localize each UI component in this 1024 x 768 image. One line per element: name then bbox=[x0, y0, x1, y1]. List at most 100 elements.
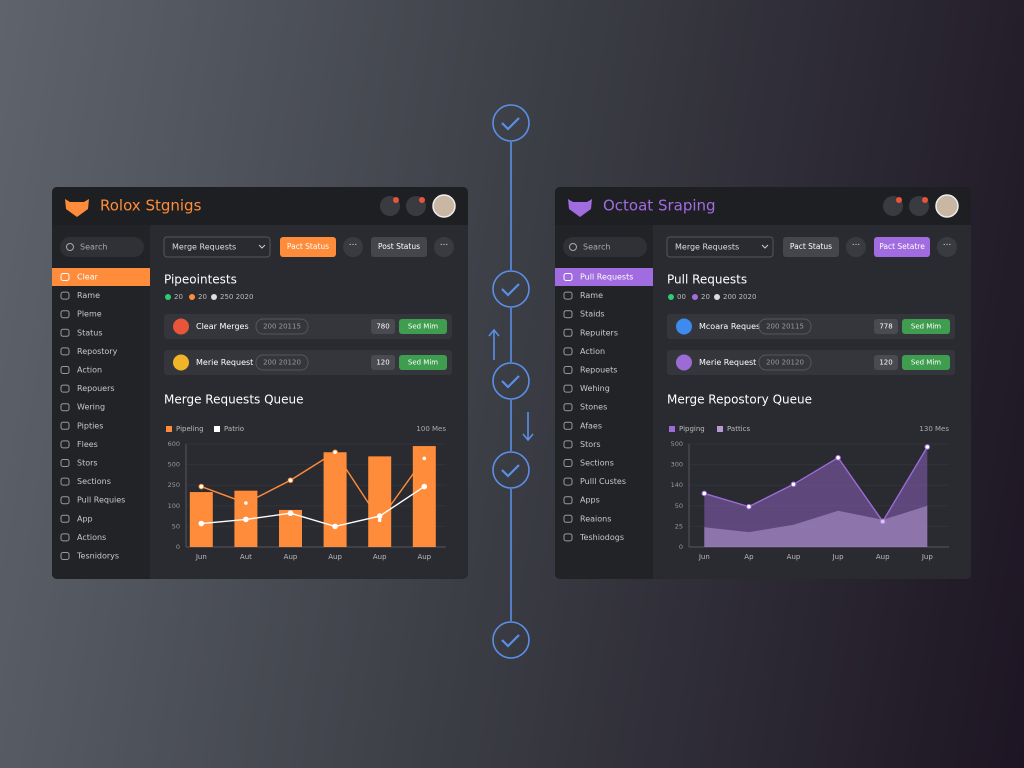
row-meta: 200 20120 bbox=[766, 359, 804, 367]
nav-item[interactable]: Stors bbox=[77, 459, 98, 468]
nav-item[interactable]: Repouers bbox=[77, 384, 115, 393]
nav-item[interactable]: Teshiodogs bbox=[579, 533, 624, 542]
nav-item[interactable]: Status bbox=[77, 328, 103, 337]
nav-item[interactable]: Actions bbox=[77, 533, 106, 542]
nav-icon bbox=[563, 421, 573, 430]
nav-icon bbox=[563, 533, 573, 542]
data-point bbox=[198, 520, 205, 527]
nav-item[interactable]: Action bbox=[580, 347, 605, 356]
row-icon bbox=[676, 354, 692, 371]
nav-icon bbox=[60, 459, 70, 467]
nav-item[interactable]: Wering bbox=[77, 403, 105, 412]
series-line bbox=[201, 485, 425, 528]
status-text: 200 2020 bbox=[723, 293, 756, 301]
chart-title: Merge Repostory Queue bbox=[667, 393, 812, 407]
nav-item[interactable]: Clear bbox=[77, 273, 99, 282]
action-button[interactable] bbox=[399, 319, 447, 334]
nav-icon bbox=[60, 514, 70, 523]
nav-item[interactable]: Action bbox=[77, 366, 102, 375]
y-tick-label: 300 bbox=[671, 461, 683, 469]
y-tick-label: 500 bbox=[168, 461, 180, 469]
nav-item[interactable]: Repouets bbox=[580, 366, 617, 375]
nav-item[interactable]: Wehing bbox=[580, 384, 610, 393]
nav-item[interactable]: Repostory bbox=[77, 347, 118, 356]
nav-item[interactable]: Staids bbox=[580, 310, 605, 319]
data-point bbox=[421, 455, 428, 462]
nav-item[interactable]: Pull Requies bbox=[77, 496, 125, 505]
y-tick-label: 100 bbox=[168, 502, 180, 510]
nav-item[interactable]: Pulll Custes bbox=[580, 477, 626, 486]
nav-item[interactable]: Pull Requests bbox=[580, 273, 633, 282]
nav-item[interactable]: Stones bbox=[580, 403, 607, 412]
status-text: 20 bbox=[701, 293, 710, 301]
nav-icon bbox=[563, 328, 573, 337]
button[interactable] bbox=[280, 237, 336, 257]
window-header bbox=[555, 187, 971, 225]
action-button[interactable] bbox=[399, 355, 447, 370]
series-line bbox=[201, 451, 425, 522]
nav-icon bbox=[60, 366, 70, 374]
button[interactable] bbox=[874, 237, 930, 257]
nav-item[interactable]: Sections bbox=[580, 459, 614, 468]
status-dot bbox=[668, 294, 674, 300]
meta-pill bbox=[255, 318, 309, 335]
more-button[interactable] bbox=[937, 237, 957, 257]
legend-swatch bbox=[717, 426, 723, 432]
nav-item[interactable]: Repuiters bbox=[580, 328, 618, 337]
nav-item[interactable]: Pleme bbox=[77, 310, 102, 319]
nav-item[interactable]: Rame bbox=[580, 291, 603, 300]
nav-icon bbox=[60, 310, 70, 319]
nav-item[interactable]: Sections bbox=[77, 477, 111, 486]
x-tick-label: Ap bbox=[744, 553, 754, 561]
search-box[interactable] bbox=[60, 237, 144, 257]
action-button[interactable] bbox=[902, 319, 950, 334]
y-tick-label: 250 bbox=[168, 481, 180, 489]
nav-item[interactable]: Rame bbox=[77, 291, 100, 300]
nav-item[interactable]: Pipties bbox=[77, 421, 103, 430]
nav-item[interactable]: Afaes bbox=[580, 421, 602, 430]
row-count: 120 bbox=[376, 359, 389, 367]
nav-active bbox=[52, 268, 150, 286]
dropdown[interactable] bbox=[163, 236, 271, 258]
legend-swatch bbox=[669, 426, 675, 432]
nav-item[interactable]: Stors bbox=[580, 440, 601, 449]
search-box[interactable] bbox=[563, 237, 647, 257]
data-point bbox=[376, 513, 383, 519]
action-label: Sed Mim bbox=[911, 323, 941, 331]
row-icon bbox=[676, 318, 692, 335]
data-point bbox=[332, 523, 338, 530]
row-icon bbox=[173, 354, 189, 371]
data-point bbox=[421, 483, 428, 490]
status-dot bbox=[714, 294, 720, 300]
brand-logo bbox=[568, 199, 592, 217]
search-icon bbox=[569, 243, 577, 251]
action-button[interactable] bbox=[902, 355, 950, 370]
more-button[interactable] bbox=[434, 237, 454, 257]
status-text: 250 2020 bbox=[220, 293, 253, 301]
more-button[interactable] bbox=[343, 237, 363, 257]
search-icon bbox=[66, 243, 74, 251]
check-icons bbox=[501, 117, 520, 648]
button[interactable] bbox=[371, 237, 427, 257]
status-dot bbox=[165, 294, 171, 300]
row-name: Merie Request bbox=[196, 358, 253, 367]
dropdown-chevron bbox=[258, 244, 266, 249]
app-window: Rolox Stgnigs Search Clear Rame Pleme Status R… bbox=[52, 187, 468, 579]
nav-item[interactable]: Apps bbox=[580, 496, 600, 505]
more-button[interactable] bbox=[846, 237, 866, 257]
nav-item[interactable]: Reaions bbox=[580, 514, 611, 523]
button[interactable] bbox=[783, 237, 839, 257]
more-dots: ··· bbox=[440, 241, 449, 251]
nav-item[interactable]: Flees bbox=[77, 440, 98, 449]
y-tick-label: 25 bbox=[675, 522, 683, 530]
nav-item[interactable]: Tesnidorys bbox=[76, 552, 119, 561]
button-label: Pact Setatre bbox=[879, 242, 925, 251]
dropdown[interactable] bbox=[666, 236, 774, 258]
dropdown-chevron bbox=[761, 244, 769, 249]
status-dot bbox=[692, 294, 698, 300]
nav-icon bbox=[60, 552, 70, 560]
nav-item[interactable]: App bbox=[77, 514, 93, 523]
nav-icon bbox=[60, 496, 70, 505]
legend-swatch bbox=[214, 426, 220, 432]
